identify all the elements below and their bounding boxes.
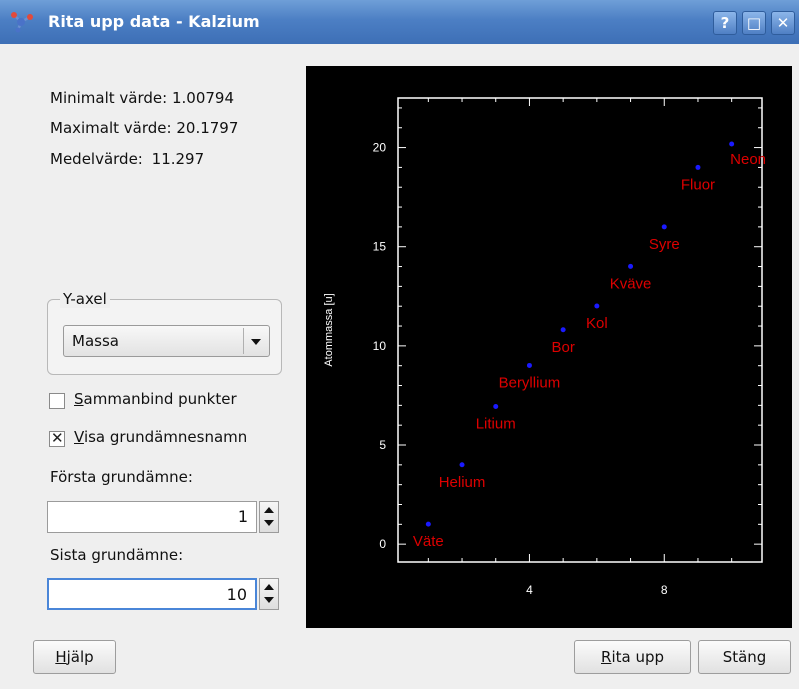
min-value-row: Minimalt värde: 1.00794	[50, 89, 234, 107]
last-element-spinbox[interactable]: 10	[47, 578, 257, 610]
min-value-label: Minimalt värde:	[50, 89, 168, 107]
data-point-label: Väte	[413, 533, 444, 550]
y-tick-label: 20	[373, 141, 387, 155]
maximize-button[interactable]: □	[742, 11, 766, 35]
y-axis-group-title: Y-axel	[60, 290, 110, 308]
connect-points-label[interactable]: Sammanbind punkter	[74, 390, 237, 408]
data-point	[628, 263, 634, 269]
plot-area: 0 5 10 15 20 4 8 Väte Helium Litium Beryllium Bor K…	[306, 66, 792, 628]
help-title-button[interactable]: ?	[713, 11, 737, 35]
data-point-label: Fluor	[681, 176, 715, 193]
last-element-label: Sista grundämne:	[50, 546, 184, 564]
x-tick-label: 4	[526, 583, 533, 597]
mean-value-label: Medelvärde:	[50, 150, 143, 168]
data-point	[526, 362, 532, 368]
y-axis-selected-value: Massa	[72, 332, 119, 350]
data-point-label: Bor	[551, 339, 574, 356]
data-point	[425, 521, 431, 527]
min-value: 1.00794	[171, 89, 234, 107]
data-point	[695, 164, 701, 170]
close-title-button[interactable]: ✕	[771, 11, 795, 35]
y-tick-label: 5	[379, 438, 386, 452]
kalzium-app-icon	[11, 12, 33, 33]
close-button[interactable]: Stäng	[698, 640, 791, 674]
max-value-row: Maximalt värde: 20.1797	[50, 119, 238, 137]
title-bar[interactable]: Rita upp data - Kalzium ? □ ✕	[0, 0, 799, 44]
first-element-label: Första grundämne:	[50, 468, 193, 486]
checkmark-x-icon: ✕	[51, 429, 64, 447]
first-element-value: 1	[237, 507, 248, 526]
arrow-up-icon[interactable]	[264, 584, 274, 590]
x-tick-label: 8	[661, 583, 668, 597]
show-names-checkbox[interactable]: ✕	[49, 429, 65, 447]
plot-frame	[397, 97, 763, 563]
data-point-label: Kväve	[610, 275, 652, 292]
data-point-label: Syre	[649, 236, 680, 253]
first-element-spin-buttons[interactable]	[259, 501, 279, 533]
first-element-spinbox[interactable]: 1	[47, 501, 257, 533]
connect-points-checkbox[interactable]	[49, 393, 65, 409]
last-element-spin-buttons[interactable]	[259, 578, 279, 610]
data-point	[729, 141, 735, 147]
data-point	[560, 327, 566, 333]
y-tick-label: 15	[373, 240, 387, 254]
scatter-chart: 0 5 10 15 20 4 8 Väte Helium Litium Beryllium Bor K…	[323, 97, 766, 597]
data-point-label: Kol	[586, 315, 608, 332]
data-point	[459, 462, 465, 468]
mean-value: 11.297	[151, 150, 205, 168]
y-tick-label: 10	[373, 339, 387, 353]
chevron-down-icon	[251, 339, 261, 345]
help-button[interactable]: Hjälp	[33, 640, 116, 674]
max-value-label: Maximalt värde:	[50, 119, 172, 137]
max-value: 20.1797	[176, 119, 239, 137]
arrow-down-icon[interactable]	[264, 597, 274, 603]
mean-value-row: Medelvärde: 11.297	[50, 150, 204, 168]
data-point-label: Neon	[730, 151, 766, 168]
window-title: Rita upp data - Kalzium	[48, 12, 260, 31]
show-names-label[interactable]: Visa grundämnesnamn	[74, 428, 248, 446]
y-tick-label: 0	[379, 537, 386, 551]
data-point-label: Helium	[439, 474, 486, 491]
plot-button[interactable]: Rita upp	[574, 640, 691, 674]
data-point	[661, 224, 667, 230]
y-axis-label: Atommassa [u]	[323, 293, 335, 366]
arrow-down-icon[interactable]	[264, 520, 274, 526]
arrow-up-icon[interactable]	[264, 507, 274, 513]
combo-dropdown-button[interactable]	[243, 328, 267, 354]
last-element-value: 10	[226, 585, 247, 604]
data-point	[594, 303, 600, 309]
y-axis-combobox[interactable]: Massa	[63, 325, 270, 357]
data-point	[493, 404, 499, 410]
data-point-label: Beryllium	[499, 374, 561, 391]
data-point-label: Litium	[476, 416, 516, 433]
